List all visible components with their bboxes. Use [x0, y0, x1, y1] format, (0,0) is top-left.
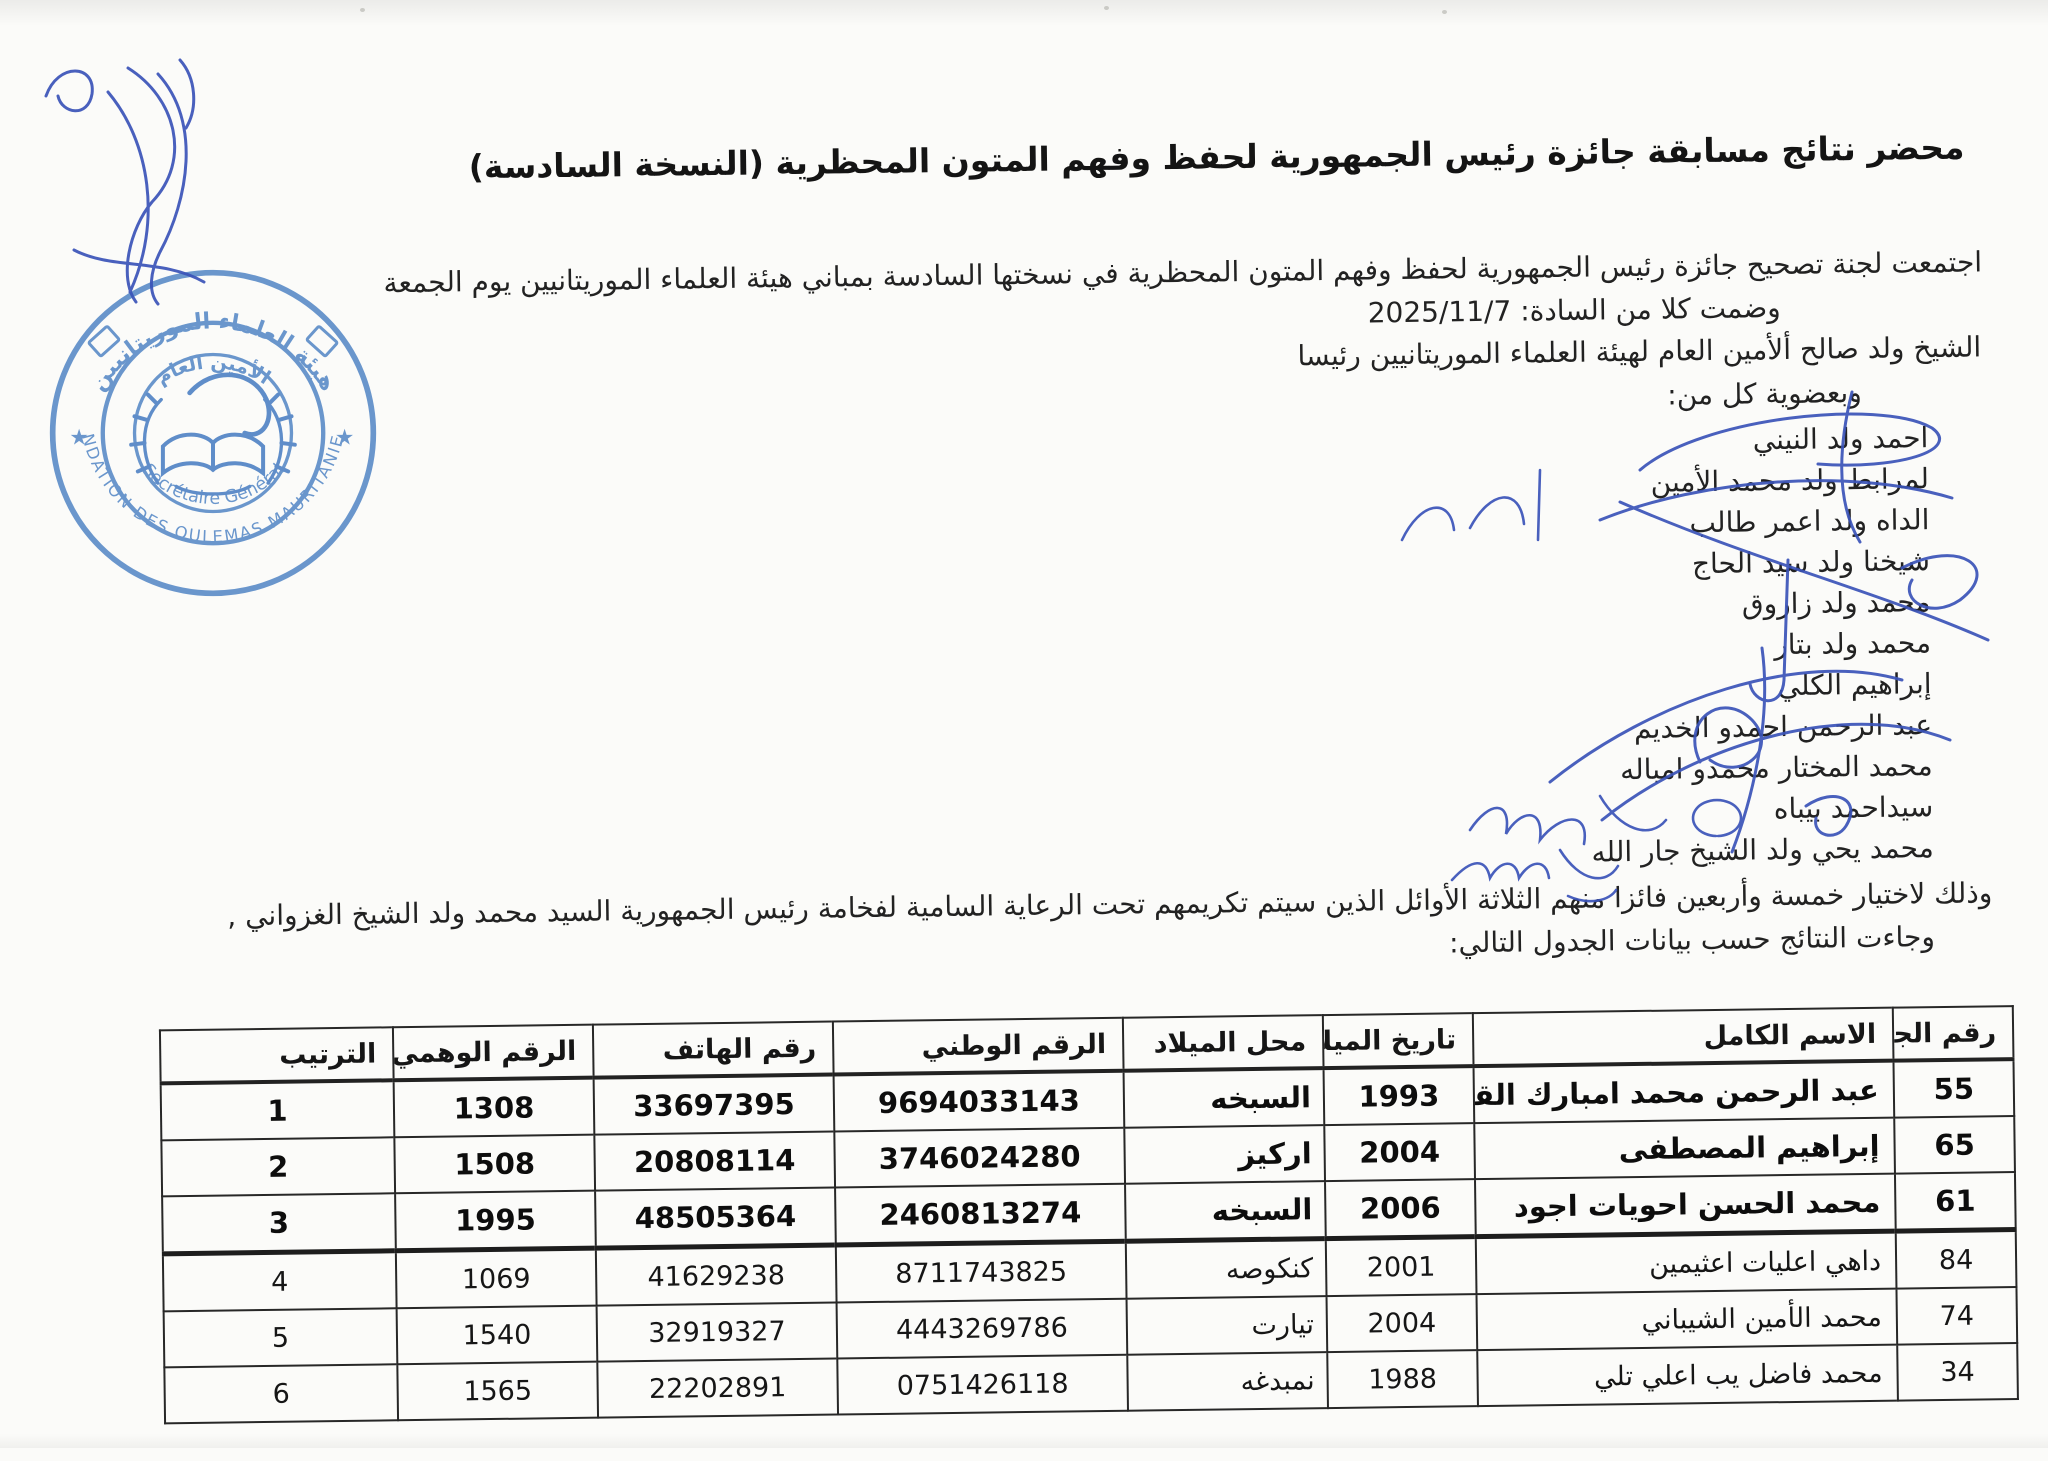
stamp-graphic: هيئة العلماء الموريتانيين FONDATION DES …	[39, 251, 377, 597]
stamp-middle-ring	[100, 320, 326, 546]
cell-seat-number: 61	[1894, 1172, 2016, 1232]
cell-phone-number: 41629238	[595, 1245, 837, 1306]
stamp-frame-mark-right	[305, 325, 339, 358]
membership-intro: وبعضوية كل من:	[1667, 376, 1862, 412]
header-full-name: الاسم الكامل	[1472, 1007, 1894, 1067]
cell-birth-place: نمبدغه	[1127, 1352, 1328, 1411]
committee-member: شيخنا ولد سيد الحاج	[1691, 544, 1931, 581]
cell-phone-number: 22202891	[597, 1358, 839, 1418]
cell-rank: 4	[162, 1250, 397, 1312]
cell-birth-date: 2004	[1324, 1123, 1475, 1182]
cell-birth-date: 1993	[1323, 1066, 1475, 1126]
cell-national-id: 0751426118	[837, 1354, 1128, 1415]
committee-member: لمرابط ولد محمد الأمين	[1650, 462, 1930, 499]
intro-paragraph-line-2-date: وضمت كلا من السادة: 2025/11/7	[1367, 291, 1781, 330]
cell-national-id: 3746024280	[834, 1127, 1126, 1188]
cell-rank: 5	[163, 1308, 398, 1368]
document-title: محضر نتائج مسابقة جائزة رئيس الجمهورية ل…	[468, 127, 1965, 187]
cell-dummy-number: 1995	[395, 1190, 596, 1251]
stamp-frame-mark-left	[87, 325, 121, 358]
cell-rank: 1	[160, 1080, 395, 1141]
stamp-outer-ring	[49, 269, 377, 597]
cell-birth-date: 2001	[1325, 1236, 1477, 1297]
cell-birth-place: السبخه	[1125, 1181, 1326, 1242]
cell-phone-number: 32919327	[596, 1302, 838, 1362]
header-dummy-number: الرقم الوهمي	[392, 1024, 594, 1081]
cell-national-id: 8711743825	[835, 1241, 1127, 1303]
cell-rank: 3	[162, 1193, 396, 1254]
scan-edge-shadow-bottom	[0, 1434, 2048, 1448]
stamp-star-right-icon: ★	[335, 426, 354, 451]
cell-seat-number: 34	[1897, 1343, 2018, 1401]
cell-birth-date: 2006	[1325, 1179, 1476, 1239]
scan-edge-shadow-top	[0, 0, 2048, 26]
committee-members-list: احمد ولد النيني لمرابط ولد محمد الأمين ا…	[1586, 417, 1934, 872]
header-national-id: الرقم الوطني	[832, 1017, 1124, 1075]
cell-full-name: محمد فاضل يب اعلي تلي	[1477, 1344, 1898, 1407]
cell-dummy-number: 1308	[393, 1077, 595, 1138]
cell-dummy-number: 1540	[396, 1305, 598, 1365]
header-rank: الترتيب	[159, 1027, 394, 1084]
cell-dummy-number: 1508	[394, 1134, 596, 1194]
scan-speck	[1442, 10, 1447, 14]
cell-birth-place: تيارت	[1126, 1296, 1328, 1355]
committee-member: محمد المختار محمدو امباله	[1619, 749, 1933, 787]
committee-member: احمد ولد النيني	[1752, 421, 1929, 457]
cell-seat-number: 74	[1896, 1287, 2018, 1345]
scan-speck	[360, 8, 365, 12]
scan-speck	[1104, 6, 1109, 10]
cell-phone-number: 20808114	[594, 1131, 836, 1191]
cell-national-id: 2460813274	[835, 1183, 1126, 1246]
committee-member: إبراهيم الكلي	[1777, 667, 1932, 703]
cell-seat-number: 65	[1894, 1116, 2015, 1174]
chairman-line: الشيخ ولد صالح ألأمين العام لهيئة العلما…	[1297, 330, 1982, 373]
cell-rank: 2	[161, 1137, 396, 1197]
cell-seat-number: 55	[1893, 1059, 2015, 1118]
committee-member: محمد يحي ولد الشيخ جار الله	[1591, 831, 1934, 869]
cell-birth-place: اركيز	[1124, 1125, 1326, 1184]
cell-dummy-number: 1069	[395, 1248, 597, 1309]
cell-dummy-number: 1565	[397, 1361, 599, 1421]
cell-phone-number: 48505364	[595, 1187, 836, 1249]
header-birth-place: محل الميلاد	[1122, 1015, 1324, 1071]
committee-member: سيداحمد بيباه	[1773, 790, 1934, 826]
committee-member: محمد ولد بتار	[1773, 626, 1932, 662]
cell-full-name: محمد الحسن احويات اجود	[1474, 1173, 1896, 1237]
cell-phone-number: 33697395	[593, 1074, 835, 1135]
committee-member: عبد الرحمن احمدو الخديم	[1633, 708, 1933, 746]
header-seat-number: رقم الجلوس	[1892, 1006, 2014, 1061]
cell-rank: 6	[164, 1364, 399, 1424]
cell-national-id: 4443269786	[836, 1298, 1128, 1359]
cell-birth-date: 1988	[1327, 1350, 1478, 1409]
cell-seat-number: 84	[1895, 1229, 2017, 1289]
committee-member: الداه ولد اعمر طالب	[1689, 503, 1930, 540]
open-book-laurel-emblem-icon	[129, 372, 297, 496]
results-table: رقم الجلوس الاسم الكامل تاريخ الميلاد مح…	[159, 1005, 2019, 1424]
header-phone-number: رقم الهاتف	[592, 1021, 834, 1078]
header-birth-date: تاريخ الميلاد	[1322, 1013, 1474, 1069]
cell-full-name: إبراهيم المصطفى	[1474, 1117, 1895, 1180]
stamp-star-left-icon: ★	[69, 426, 88, 451]
cell-full-name: عبد الرحمن محمد امبارك القاضين	[1473, 1060, 1895, 1124]
cell-birth-place: السبخه	[1123, 1068, 1325, 1128]
cell-national-id: 9694033143	[833, 1070, 1125, 1132]
cell-full-name: داهي اعليات اعثيمين	[1475, 1231, 1897, 1295]
cell-birth-place: كنكوصه	[1125, 1238, 1327, 1299]
committee-member: محمد ولد زاروق	[1741, 585, 1931, 621]
closing-paragraph-line-2: وجاءت النتائج حسب بيانات الجدول التالي:	[1448, 920, 1936, 960]
cell-full-name: محمد الأمين الشيباني	[1476, 1288, 1898, 1351]
cell-birth-date: 2004	[1326, 1294, 1478, 1353]
official-round-stamp: هيئة العلماء الموريتانيين FONDATION DES …	[39, 251, 380, 600]
stamp-inner-ring	[132, 352, 294, 514]
